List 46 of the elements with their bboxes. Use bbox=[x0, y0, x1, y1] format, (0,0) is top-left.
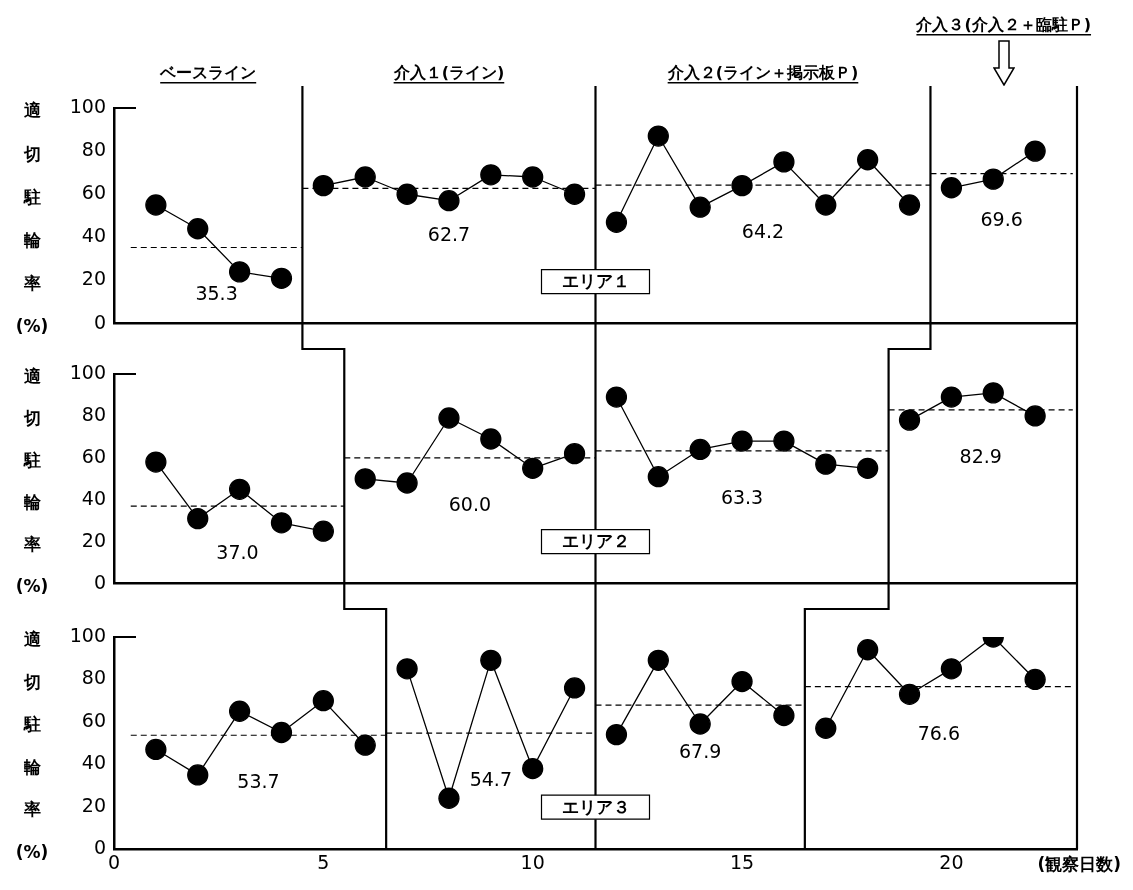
annotation: 64.2 bbox=[741, 220, 785, 243]
y-tick-label: 40 bbox=[81, 224, 106, 247]
y-tick-label: 0 bbox=[93, 570, 106, 593]
y-tick-label: 20 bbox=[81, 528, 106, 551]
annotation: 69.6 bbox=[980, 208, 1023, 231]
x-axis-title: (観察日数) bbox=[1037, 854, 1121, 875]
annotation: 54.7 bbox=[469, 768, 512, 791]
text: 介入２(ライン＋掲示板Ｐ) bbox=[666, 63, 859, 82]
x-tick-label: 0 bbox=[107, 850, 121, 873]
y-tick-label: 100 bbox=[69, 94, 106, 117]
text: 介入３(介入２＋臨駐Ｐ) bbox=[915, 15, 1092, 34]
x-tick-label: 10 bbox=[520, 850, 545, 873]
y-tick-label: 60 bbox=[81, 444, 106, 467]
annotation: 76.6 bbox=[917, 721, 960, 744]
text: エリア１ bbox=[561, 271, 630, 292]
text: エリア２ bbox=[561, 531, 630, 552]
annotation: 60.0 bbox=[448, 492, 492, 515]
annotation: 53.7 bbox=[237, 770, 280, 793]
text: 介入１(ライン) bbox=[392, 63, 505, 82]
x-tick-label: 20 bbox=[939, 850, 964, 873]
y-tick-label: 0 bbox=[93, 310, 106, 333]
y-tick-label: 80 bbox=[81, 402, 106, 425]
y-tick-label: 100 bbox=[69, 623, 106, 646]
annotation: 37.0 bbox=[216, 540, 259, 563]
y-tick-label: 60 bbox=[81, 181, 106, 204]
annotation: 67.9 bbox=[679, 740, 722, 763]
text: 適切駐輪率(%) bbox=[15, 366, 49, 597]
y-tick-label: 0 bbox=[93, 836, 106, 859]
y-tick-label: 20 bbox=[81, 267, 106, 290]
annotation: 62.7 bbox=[427, 223, 471, 246]
y-tick-label: 100 bbox=[69, 360, 106, 383]
x-tick-label: 5 bbox=[317, 850, 330, 873]
x-tick-label: 15 bbox=[729, 850, 755, 873]
y-tick-label: 40 bbox=[81, 486, 106, 509]
y-tick-label: 80 bbox=[81, 666, 106, 689]
annotation: 63.3 bbox=[720, 485, 764, 508]
y-tick-label: 60 bbox=[81, 708, 106, 731]
annotation: 35.3 bbox=[195, 282, 238, 305]
text: 適切駐輪率(%) bbox=[15, 629, 49, 862]
text: エリア３ bbox=[561, 796, 630, 817]
y-tick-label: 80 bbox=[81, 138, 106, 161]
y-tick-label: 20 bbox=[81, 793, 106, 816]
annotation: 82.9 bbox=[959, 444, 1002, 467]
y-tick-label: 40 bbox=[81, 751, 106, 774]
text: 適切駐輪率(%) bbox=[15, 100, 49, 337]
text: ベースライン bbox=[159, 63, 257, 82]
